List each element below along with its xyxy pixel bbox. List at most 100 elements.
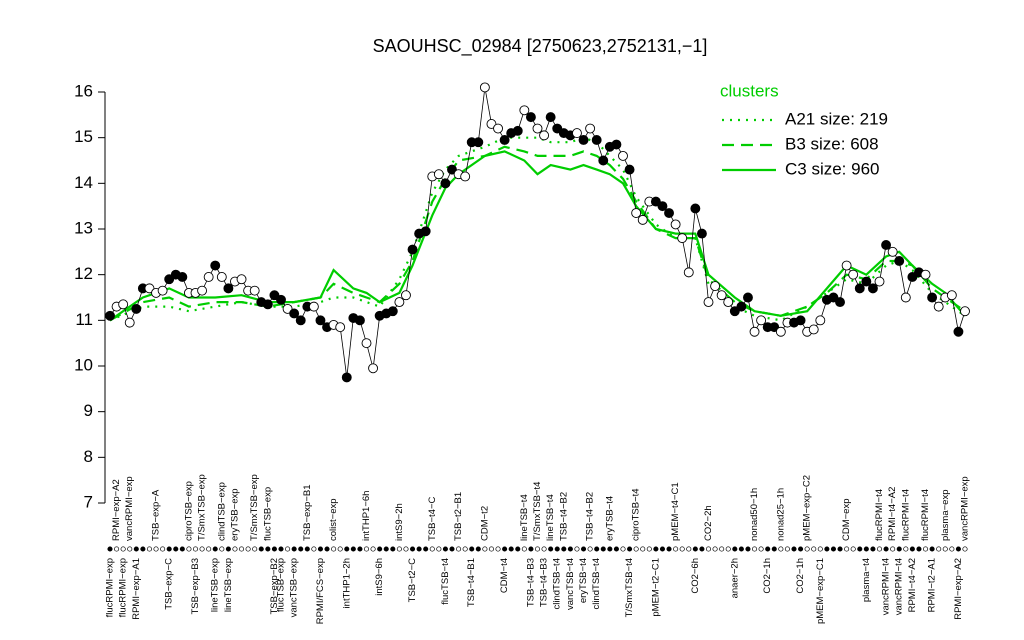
sample-point (881, 240, 892, 250)
sample-dot (607, 546, 613, 552)
x-label-top: TSB−t4−C (427, 497, 438, 541)
x-label-bottom: TSB−exp−C (164, 558, 175, 610)
sample-dot (548, 546, 554, 552)
sample-dot (673, 546, 679, 552)
x-label-top: RPMI−exp−A2 (111, 479, 122, 541)
sample-point (532, 123, 543, 134)
sample-dot (442, 546, 448, 552)
sample-dot (258, 546, 264, 552)
x-label-top: lineTSB−t4 (545, 494, 556, 541)
sample-dot (758, 546, 764, 552)
sample-point (578, 134, 589, 145)
sample-dot (804, 546, 810, 552)
sample-dot (133, 546, 139, 552)
sample-point (118, 299, 129, 310)
sample-point (216, 272, 227, 282)
legend-label: B3 size: 608 (785, 134, 879, 153)
sample-point (420, 226, 431, 237)
sample-dot (146, 546, 153, 552)
x-label-top: TSB−exp−B1 (302, 484, 313, 541)
sample-dot (482, 546, 488, 552)
sample-dot (528, 546, 534, 552)
x-label-top: ciproTSB−t4 (631, 488, 642, 541)
sample-point (473, 137, 484, 148)
x-label-bottom: lineTSB−exp (223, 558, 234, 612)
sample-point (874, 276, 885, 287)
x-label-bottom: flucTSB−exp (276, 558, 287, 612)
sample-dot (949, 546, 955, 552)
x-label-top: colist−exp (328, 498, 339, 541)
sample-dot (600, 546, 606, 552)
sample-dot (817, 546, 823, 552)
sample-dot (942, 546, 948, 552)
sample-dot (929, 546, 935, 552)
sample-dot (574, 546, 580, 552)
x-label-bottom: clindTSB−t4 (552, 558, 563, 610)
sample-dot (580, 546, 587, 552)
sample-point (861, 276, 872, 287)
x-label-top: T/SmxTSB−exp (249, 474, 260, 541)
sample-point (276, 294, 286, 305)
sample-dot (271, 546, 277, 552)
sample-dot (416, 546, 422, 552)
x-label-bottom: flucRPMI−exp (105, 558, 116, 617)
x-label-bottom: eryTSB−t4 (578, 558, 589, 603)
x-label-top: T/SmxTSB−t4 (532, 482, 543, 541)
x-label-top: nonad50−1h (749, 488, 760, 541)
x-label-bottom: anaer−2h (729, 558, 740, 598)
x-label-top: lineTSB−t4 (519, 494, 530, 541)
x-label-top: TSB−exp−A (151, 489, 162, 541)
sample-dot (350, 546, 356, 552)
sample-point (289, 308, 300, 319)
sample-dot (613, 546, 619, 552)
sample-dot (909, 546, 915, 552)
sample-dot (160, 546, 166, 552)
x-label-bottom: vancTSB−exp (289, 558, 300, 617)
x-label-bottom: T/SmxTSB−t4 (624, 558, 635, 617)
sample-point (591, 134, 602, 145)
sample-point (696, 228, 707, 239)
sample-dot (403, 546, 409, 552)
sample-dot (331, 546, 337, 552)
x-label-top: TSB−t4−B2 (585, 492, 596, 541)
sample-point (407, 244, 418, 255)
sample-dot (462, 546, 468, 552)
sample-dot (534, 546, 541, 552)
sample-dot (844, 546, 850, 552)
sample-dot (699, 546, 705, 552)
sample-dot (594, 546, 600, 552)
sample-point (933, 301, 944, 312)
sample-dot (396, 546, 402, 552)
sample-point (124, 317, 135, 328)
sample-dot (725, 546, 731, 552)
sample-point (157, 285, 168, 296)
x-label-top: plasma−exp (940, 490, 951, 542)
sample-dot (811, 546, 817, 552)
sample-dot (311, 546, 317, 552)
sample-point (197, 285, 208, 296)
sample-dot (127, 546, 133, 552)
sample-dot (686, 546, 692, 552)
x-label-bottom: TSB−exp−B2 (269, 558, 280, 615)
sample-dot (120, 546, 126, 552)
x-label-bottom: TSB−t2−C (407, 558, 418, 602)
x-label-bottom: flucRPMI−exp (118, 558, 129, 617)
sample-dot (238, 546, 245, 552)
x-label-top: clindTSB−exp (216, 482, 227, 541)
sample-point (525, 112, 536, 123)
sample-dot (232, 546, 238, 552)
x-label-bottom: flucTSB−t4 (440, 558, 451, 605)
sample-point (295, 315, 306, 326)
sample-dot (824, 546, 830, 552)
x-label-bottom: RPMI−t2−A1 (927, 558, 938, 612)
x-label-top: intS9−2h (394, 503, 405, 541)
sample-dot (502, 546, 508, 552)
x-label-bottom: plasma−t4 (861, 558, 872, 602)
x-label-top: CO2−2h (703, 505, 714, 541)
sample-dot (955, 546, 961, 552)
sample-point (433, 169, 444, 180)
sample-dot (751, 546, 758, 552)
sample-dot (192, 546, 199, 552)
sample-dot (916, 546, 922, 552)
